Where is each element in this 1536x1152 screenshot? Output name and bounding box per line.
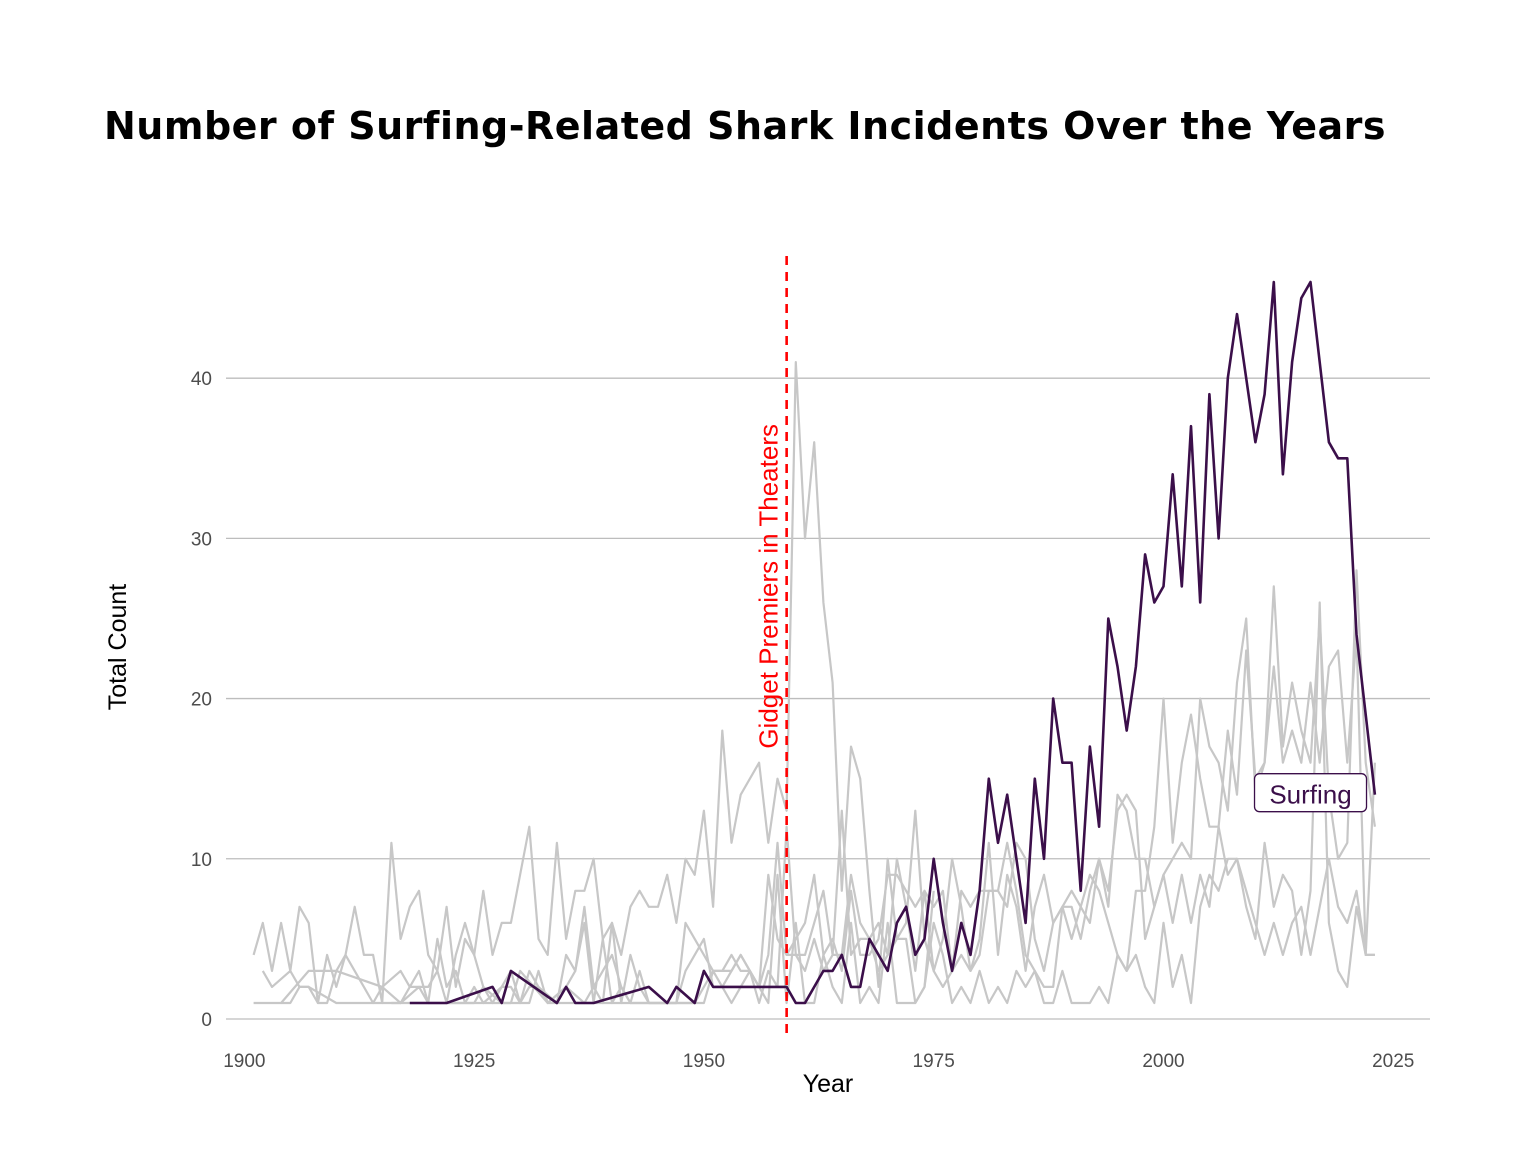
highlight-label-text: Surfing — [1269, 780, 1351, 810]
highlight-series-line — [409, 280, 1377, 1005]
background-series-line — [252, 361, 935, 1005]
y-tick-label: 30 — [191, 529, 212, 550]
x-axis-title: Year — [803, 1070, 854, 1098]
tick-labels: 0 10 20 30 40 1900 1925 1950 1975 2000 2025 — [191, 369, 1415, 1072]
x-tick-label: 1925 — [453, 1051, 495, 1072]
background-series-line — [261, 633, 1375, 1005]
highlight-label-group: Surfing — [1253, 773, 1368, 813]
x-tick-label: 1900 — [223, 1051, 265, 1072]
y-tick-label: 40 — [191, 369, 212, 390]
gridlines — [226, 377, 1430, 1020]
x-tick-label: 2025 — [1372, 1051, 1414, 1072]
y-tick-label: 20 — [191, 690, 212, 711]
x-tick-label: 1950 — [683, 1051, 725, 1072]
y-axis-title: Total Count — [104, 584, 132, 711]
background-series-line — [391, 601, 1375, 1005]
y-tick-label: 0 — [201, 1010, 212, 1031]
x-tick-label: 2000 — [1142, 1051, 1184, 1072]
highlight-label-box — [1253, 773, 1368, 813]
annotation-group: Gidget Premiers in Theaters — [754, 256, 788, 1038]
highlight-series-group — [409, 280, 1377, 1005]
y-tick-label: 10 — [191, 850, 212, 871]
x-tick-label: 1975 — [913, 1051, 955, 1072]
annotation-label: Gidget Premiers in Theaters — [754, 424, 784, 749]
chart-title: Number of Surfing-Related Shark Incident… — [104, 104, 1386, 148]
background-series-line — [253, 569, 1376, 1005]
